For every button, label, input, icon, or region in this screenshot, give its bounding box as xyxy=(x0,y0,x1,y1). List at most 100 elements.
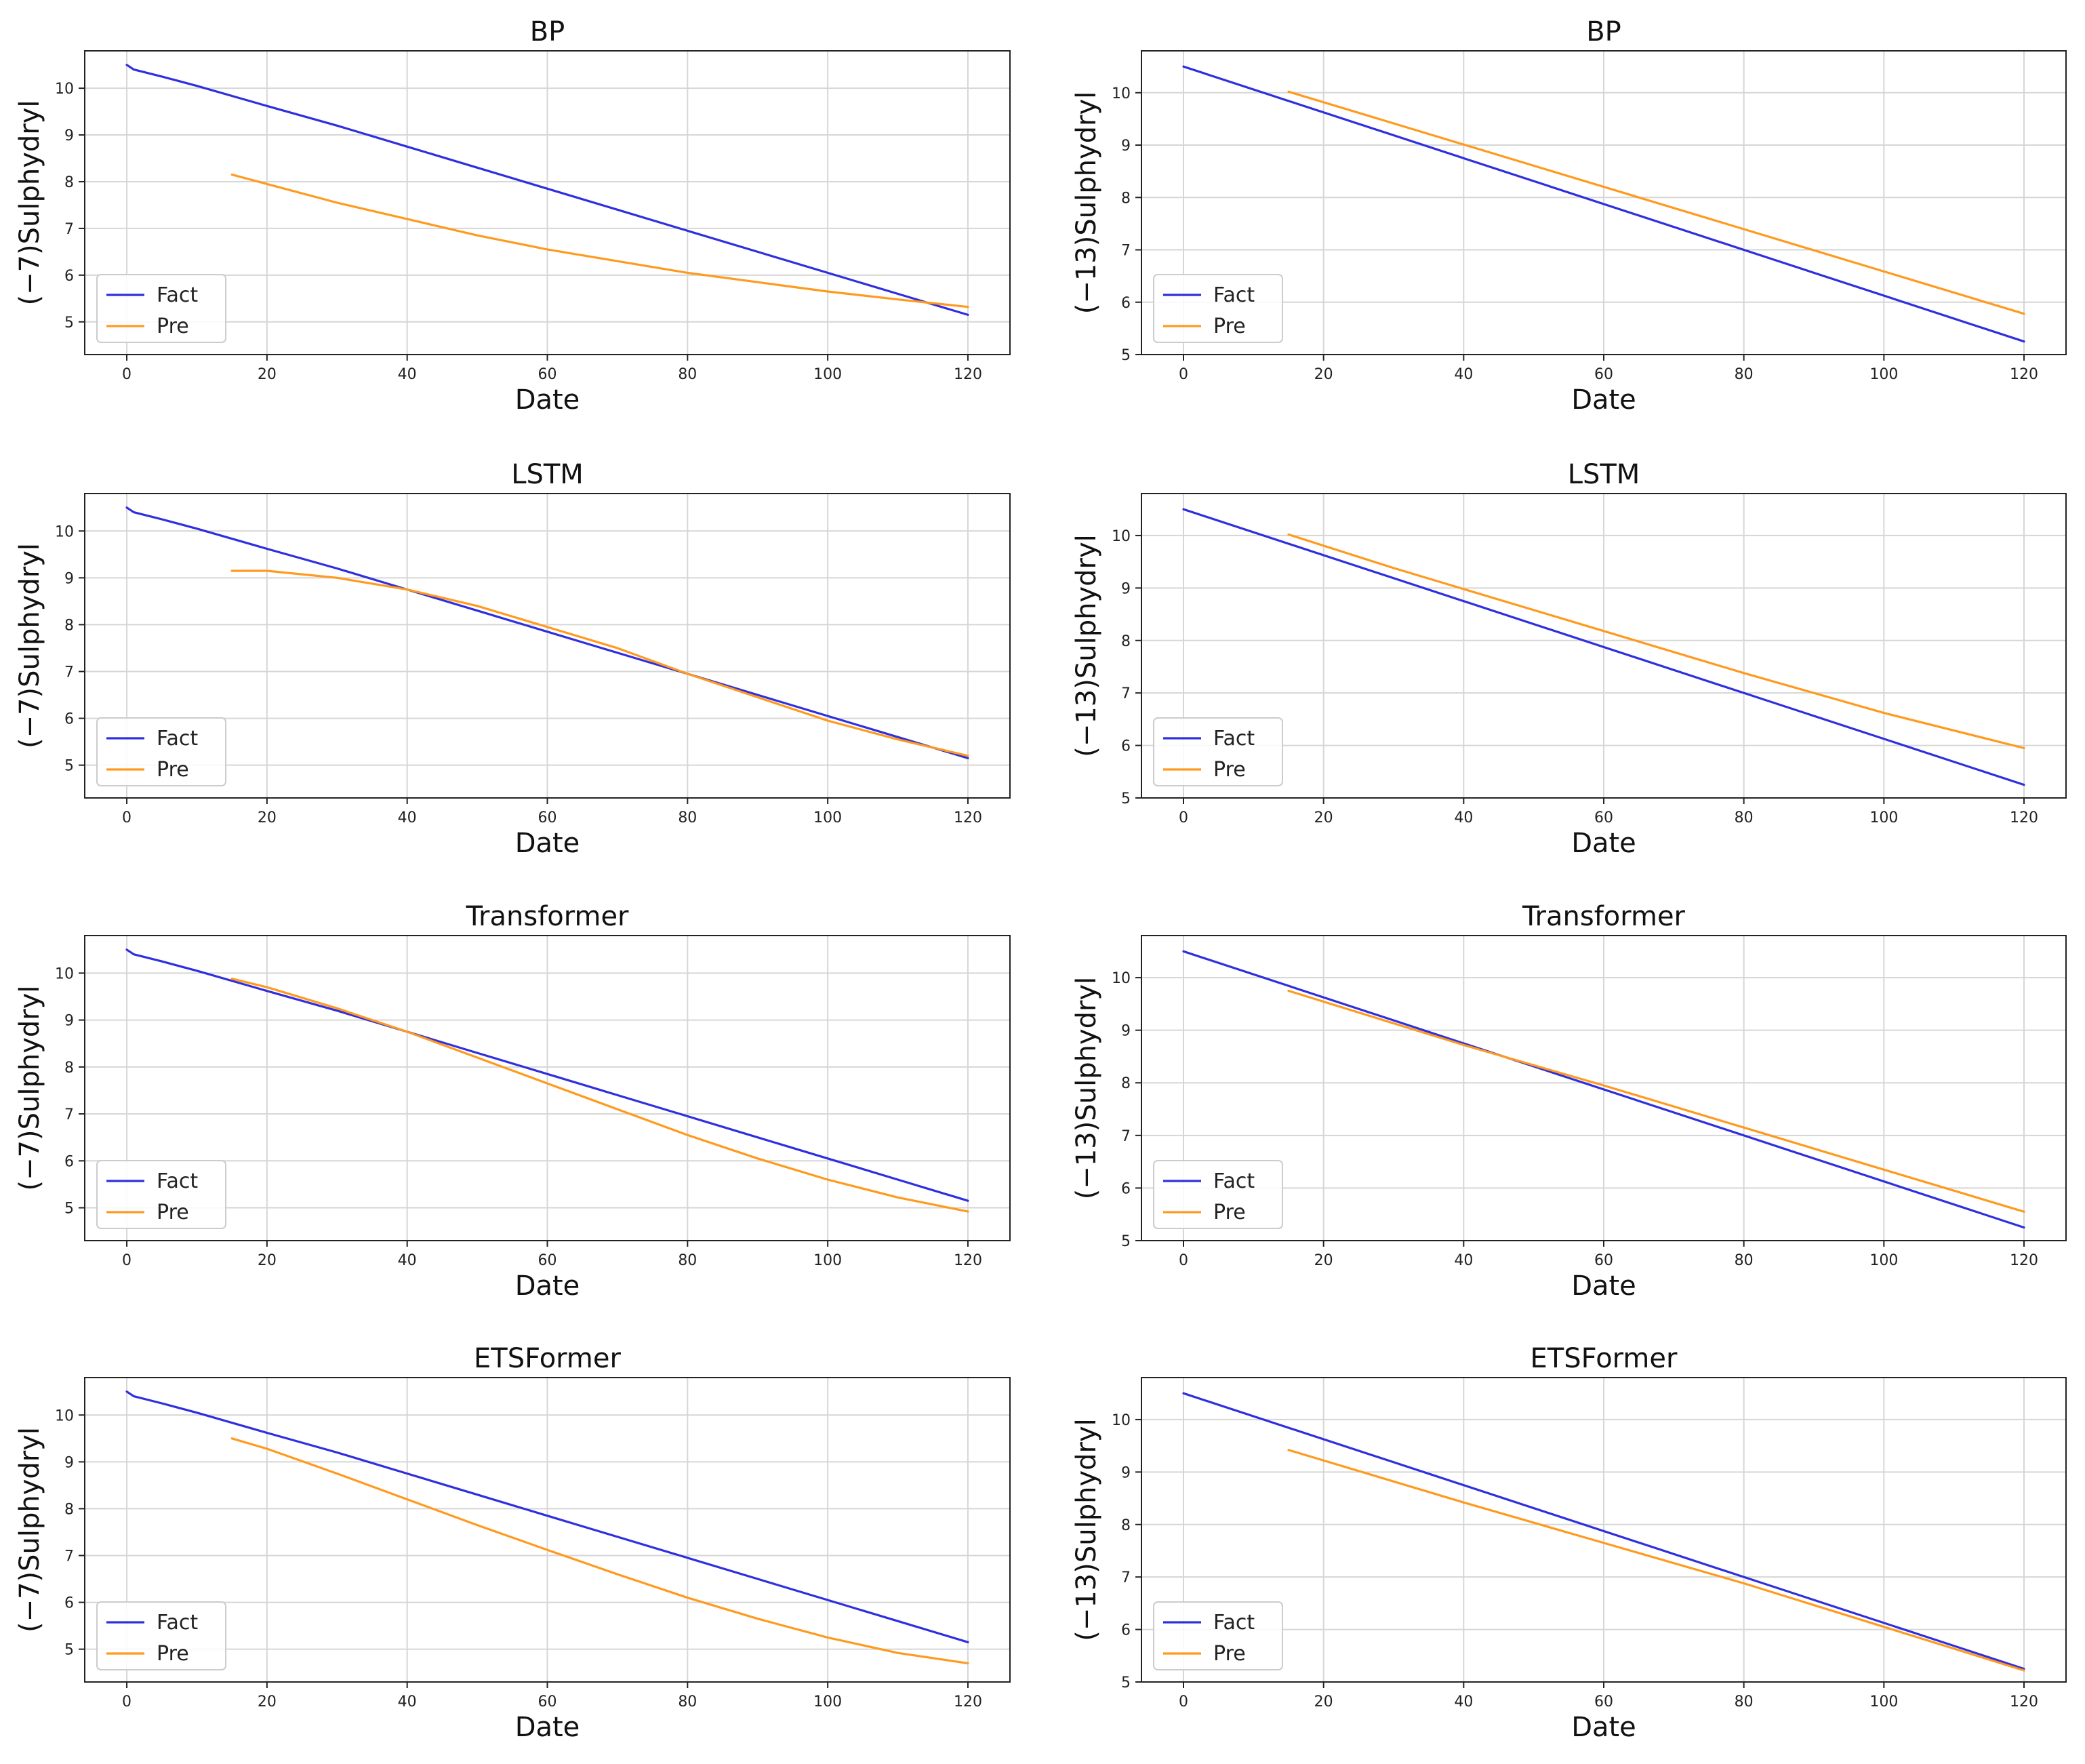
x-tick-label: 80 xyxy=(1735,366,1754,383)
series-line-pre xyxy=(230,1437,969,1664)
y-tick-label: 5 xyxy=(64,1201,74,1218)
x-tick-label: 100 xyxy=(813,809,842,826)
x-tick-label: 20 xyxy=(1314,809,1333,826)
y-tick-label: 7 xyxy=(64,1106,74,1123)
y-tick-label: 6 xyxy=(64,1595,74,1612)
y-tick-label: 10 xyxy=(55,523,74,540)
y-tick-label: 6 xyxy=(1121,1180,1131,1197)
legend-label-pre: Pre xyxy=(157,758,189,782)
chart-title: Transformer xyxy=(465,901,629,932)
y-tick-label: 10 xyxy=(1112,970,1131,987)
chart-panel-4: 0 20 40 60 80 100 120 5 6 7 8 9 10 LSTM Date (−13)Sulph… xyxy=(1071,459,2067,859)
legend: Fact Pre xyxy=(96,1601,226,1670)
y-tick-label: 5 xyxy=(1121,1675,1131,1691)
y-tick-label: 8 xyxy=(64,1060,74,1077)
y-axis-label: (−13)Sulphydryl xyxy=(1071,534,1102,757)
y-tick-label: 10 xyxy=(1112,1412,1131,1429)
x-tick-label: 40 xyxy=(1454,1252,1473,1269)
y-tick-label: 7 xyxy=(1121,1569,1131,1586)
x-tick-label: 120 xyxy=(2010,809,2038,826)
series-line-fact xyxy=(1182,65,2025,343)
legend-label-fact: Fact xyxy=(157,727,198,750)
y-tick-label: 7 xyxy=(1121,685,1131,702)
x-tick-label: 0 xyxy=(1179,1252,1188,1269)
legend: Fact Pre xyxy=(1153,274,1283,343)
chart-panel-8: 0 20 40 60 80 100 120 5 6 7 8 9 10 ETSFormer Date (−13)… xyxy=(1071,1343,2067,1743)
x-tick-label: 100 xyxy=(813,1252,842,1269)
legend-label-fact: Fact xyxy=(157,1169,198,1193)
x-tick-label: 20 xyxy=(1314,366,1333,383)
legend-label-pre: Pre xyxy=(1213,758,1246,782)
legend-label-fact: Fact xyxy=(1213,727,1255,750)
series-line-pre xyxy=(230,174,969,308)
y-tick-label: 6 xyxy=(1121,295,1131,312)
chart-title: ETSFormer xyxy=(474,1343,621,1374)
legend-label-pre: Pre xyxy=(157,315,189,338)
y-tick-label: 5 xyxy=(1121,1233,1131,1250)
legend-label-pre: Pre xyxy=(1213,1642,1246,1666)
series-line-fact xyxy=(125,948,969,1202)
y-tick-label: 8 xyxy=(64,1501,74,1518)
y-axis-label: (−7)Sulphydryl xyxy=(14,543,45,748)
x-tick-label: 60 xyxy=(538,1252,557,1269)
x-tick-label: 80 xyxy=(678,366,697,383)
y-tick-label: 10 xyxy=(55,1407,74,1424)
y-tick-label: 9 xyxy=(1121,138,1131,155)
legend-label-fact: Fact xyxy=(157,1611,198,1635)
y-tick-label: 8 xyxy=(1121,633,1131,650)
x-tick-label: 20 xyxy=(258,1693,277,1710)
chart-panel-5: 0 20 40 60 80 100 120 5 6 7 8 9 10 Transformer Date (−7… xyxy=(14,901,1011,1302)
series-line-fact xyxy=(125,1390,969,1643)
x-axis-label: Date xyxy=(1571,1712,1636,1743)
x-axis-label: Date xyxy=(515,828,580,859)
legend: Fact Pre xyxy=(96,274,226,343)
chart-panel-1: 0 20 40 60 80 100 120 5 6 7 8 9 10 BP Date (−7)Sulphydr… xyxy=(14,16,1011,416)
series-line-fact xyxy=(1182,508,2025,786)
series-line-fact xyxy=(125,64,969,316)
chart-panel-3: 0 20 40 60 80 100 120 5 6 7 8 9 10 LSTM Date (−7)Sulphy… xyxy=(14,459,1011,859)
x-tick-label: 60 xyxy=(1594,1693,1613,1710)
chart-title: Transformer xyxy=(1522,901,1686,932)
x-tick-label: 20 xyxy=(258,1252,277,1269)
y-tick-label: 6 xyxy=(1121,738,1131,755)
x-tick-label: 20 xyxy=(258,809,277,826)
x-tick-label: 120 xyxy=(954,1693,982,1710)
series-line-pre xyxy=(1287,90,2025,315)
y-tick-label: 5 xyxy=(64,315,74,332)
y-axis-label: (−13)Sulphydryl xyxy=(1071,1418,1102,1641)
x-tick-label: 60 xyxy=(1594,1252,1613,1269)
legend: Fact Pre xyxy=(1153,717,1283,786)
y-tick-label: 8 xyxy=(1121,1075,1131,1092)
legend: Fact Pre xyxy=(1153,1601,1283,1670)
y-tick-label: 7 xyxy=(1121,243,1131,260)
x-tick-label: 60 xyxy=(538,366,557,383)
y-tick-label: 10 xyxy=(1112,85,1131,102)
legend: Fact Pre xyxy=(96,1160,226,1229)
x-tick-label: 120 xyxy=(2010,1252,2038,1269)
x-tick-label: 60 xyxy=(1594,809,1613,826)
series-line-pre xyxy=(1287,1449,2025,1672)
y-tick-label: 6 xyxy=(64,1153,74,1170)
series-line-fact xyxy=(1182,950,2025,1229)
y-tick-label: 6 xyxy=(64,711,74,728)
legend-label-fact: Fact xyxy=(1213,283,1255,307)
x-tick-label: 0 xyxy=(1179,809,1188,826)
x-tick-label: 60 xyxy=(538,1693,557,1710)
y-axis-label: (−13)Sulphydryl xyxy=(1071,977,1102,1200)
x-tick-label: 80 xyxy=(678,1693,697,1710)
y-tick-label: 9 xyxy=(1121,1023,1131,1040)
x-tick-label: 40 xyxy=(1454,809,1473,826)
legend: Fact Pre xyxy=(96,717,226,786)
x-tick-label: 40 xyxy=(1454,1693,1473,1710)
y-tick-label: 7 xyxy=(64,664,74,681)
y-tick-label: 10 xyxy=(1112,528,1131,545)
chart-title: ETSFormer xyxy=(1531,1343,1678,1374)
legend-label-pre: Pre xyxy=(1213,315,1246,338)
chart-panel-2: 0 20 40 60 80 100 120 5 6 7 8 9 10 BP Date (−13)Sulphyd… xyxy=(1071,16,2067,416)
y-tick-label: 7 xyxy=(1121,1128,1131,1145)
x-tick-label: 40 xyxy=(398,1252,417,1269)
y-tick-label: 6 xyxy=(64,268,74,285)
y-tick-label: 5 xyxy=(1121,347,1131,364)
y-tick-label: 9 xyxy=(64,570,74,587)
y-tick-label: 5 xyxy=(1121,790,1131,807)
